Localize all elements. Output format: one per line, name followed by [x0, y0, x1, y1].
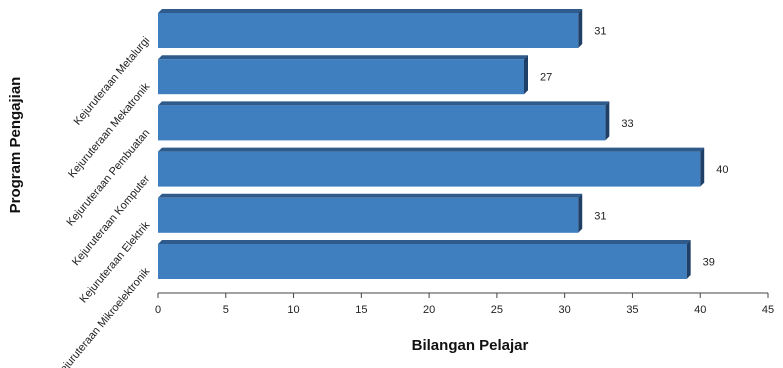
- bar-side-face: [700, 147, 705, 187]
- bar-side-face: [578, 9, 583, 48]
- bar-side-face: [686, 240, 691, 279]
- bar-value-label: 40: [716, 164, 728, 176]
- bar: [158, 105, 606, 141]
- bar-top-face: [158, 55, 528, 60]
- bar: [158, 59, 524, 95]
- y-tick-label: Kejuruteraan Metalurgi: [72, 35, 153, 128]
- x-axis-title: Bilangan Pelajar: [412, 337, 529, 354]
- bar-top-face: [158, 9, 583, 13]
- x-tick-label: 35: [626, 304, 638, 316]
- bar: [158, 244, 687, 279]
- x-axis: 0 5 10 15 20 25 30 35 40 45: [155, 292, 774, 316]
- bar-side-face: [605, 101, 610, 141]
- x-tick-label: 5: [223, 304, 229, 316]
- bar-side-face: [578, 193, 583, 233]
- x-tick-label: 15: [355, 304, 367, 316]
- x-tick-label: 45: [762, 304, 774, 316]
- bar-top-face: [158, 240, 691, 244]
- bar-side-face: [524, 55, 528, 95]
- y-tick-label: Kejuruteraan Elektrik: [77, 219, 152, 305]
- value-labels-group: 31 27 33 40 31 39: [540, 26, 728, 269]
- bar-value-label: 33: [621, 118, 633, 130]
- bar-top-face: [158, 147, 705, 152]
- x-tick-label: 25: [491, 304, 503, 316]
- x-tick-label: 40: [694, 304, 706, 316]
- bar-top-face: [158, 101, 610, 106]
- bar-value-label: 27: [540, 72, 552, 84]
- bar: [158, 197, 579, 233]
- x-tick-label: 0: [155, 304, 161, 316]
- bar: [158, 13, 579, 48]
- bar-value-label: 31: [594, 210, 606, 222]
- y-tick-label: Kejuruteraan Komputer: [70, 173, 153, 268]
- bars-group: [158, 9, 705, 279]
- y-axis-title: Program Pengajian: [7, 77, 24, 214]
- bar-top-face: [158, 193, 583, 198]
- x-tick-label: 20: [423, 304, 435, 316]
- x-tick-label: 30: [559, 304, 571, 316]
- x-tick-label: 10: [287, 304, 299, 316]
- bar: [158, 151, 701, 187]
- bar-value-label: 39: [703, 257, 715, 269]
- bar-value-label: 31: [594, 26, 606, 38]
